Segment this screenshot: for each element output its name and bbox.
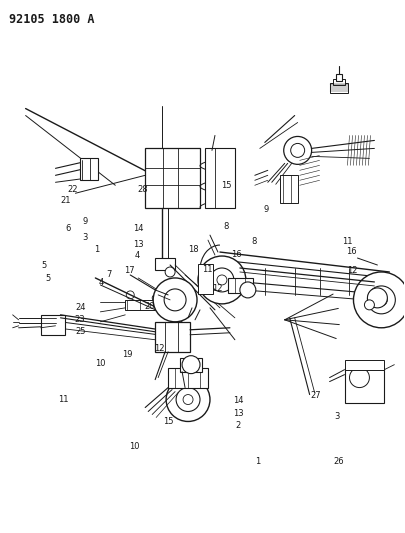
- Circle shape: [375, 294, 387, 306]
- Circle shape: [284, 136, 311, 164]
- Text: 20: 20: [144, 302, 154, 311]
- Text: 11: 11: [342, 237, 352, 246]
- Text: 5: 5: [42, 261, 47, 270]
- Text: 10: 10: [96, 359, 106, 368]
- Bar: [345, 360, 384, 370]
- Text: 92105 1800 A: 92105 1800 A: [9, 13, 94, 26]
- Circle shape: [165, 267, 175, 277]
- Text: 28: 28: [137, 185, 148, 194]
- Text: 6: 6: [66, 224, 71, 233]
- Bar: [180, 358, 202, 372]
- Circle shape: [367, 286, 395, 314]
- Text: 16: 16: [232, 251, 242, 260]
- Text: 3: 3: [334, 412, 339, 421]
- Text: 7: 7: [106, 270, 111, 279]
- Text: 9: 9: [82, 217, 87, 226]
- Text: 26: 26: [334, 457, 344, 466]
- Text: 15: 15: [221, 181, 231, 190]
- Text: 23: 23: [75, 315, 85, 324]
- Text: 8: 8: [252, 237, 257, 246]
- Circle shape: [350, 368, 369, 387]
- Bar: [333, 79, 345, 85]
- Bar: [345, 368, 384, 402]
- Text: 1: 1: [94, 245, 99, 254]
- Text: 1: 1: [255, 457, 260, 466]
- Text: 24: 24: [75, 303, 86, 312]
- Bar: [280, 175, 298, 203]
- Text: 4: 4: [134, 252, 140, 261]
- Text: 4: 4: [98, 278, 103, 287]
- Circle shape: [367, 288, 387, 308]
- Text: 14: 14: [134, 224, 144, 233]
- Bar: [205, 148, 235, 208]
- Text: 12: 12: [213, 284, 223, 293]
- Bar: [168, 368, 208, 387]
- Circle shape: [153, 278, 197, 322]
- Text: 17: 17: [124, 266, 134, 275]
- Text: 14: 14: [234, 396, 244, 405]
- Circle shape: [210, 268, 234, 292]
- Text: 27: 27: [310, 391, 321, 400]
- Text: 10: 10: [129, 441, 139, 450]
- Text: 5: 5: [46, 273, 51, 282]
- Text: 11: 11: [58, 395, 68, 404]
- Bar: [125, 300, 160, 310]
- Bar: [228, 278, 253, 293]
- Text: 3: 3: [82, 233, 87, 242]
- Bar: [155, 258, 175, 270]
- Circle shape: [354, 272, 405, 328]
- Circle shape: [217, 275, 227, 285]
- Circle shape: [240, 282, 256, 298]
- Text: 18: 18: [188, 245, 199, 254]
- Text: 12: 12: [154, 344, 164, 353]
- Text: 11: 11: [202, 265, 213, 273]
- Text: 9: 9: [264, 205, 269, 214]
- Bar: [40, 315, 66, 335]
- Circle shape: [198, 256, 246, 304]
- Circle shape: [176, 387, 200, 411]
- Text: 13: 13: [133, 240, 144, 249]
- Circle shape: [126, 291, 134, 299]
- Circle shape: [183, 394, 193, 405]
- Circle shape: [182, 356, 200, 374]
- Circle shape: [152, 295, 158, 301]
- Text: 21: 21: [61, 196, 71, 205]
- Text: 15: 15: [163, 417, 173, 426]
- Text: 2: 2: [235, 422, 241, 430]
- Bar: [81, 158, 98, 180]
- Text: 8: 8: [223, 222, 228, 231]
- Bar: [198, 264, 213, 294]
- Text: 12: 12: [347, 266, 358, 275]
- Circle shape: [364, 300, 374, 310]
- Text: 22: 22: [67, 185, 78, 194]
- Bar: [155, 322, 190, 352]
- Bar: [330, 83, 347, 93]
- Bar: [335, 74, 341, 80]
- Circle shape: [291, 143, 305, 157]
- Circle shape: [164, 289, 186, 311]
- Bar: [145, 148, 200, 208]
- Text: 25: 25: [75, 327, 86, 336]
- Circle shape: [166, 377, 210, 422]
- Text: 16: 16: [346, 247, 356, 256]
- Text: 13: 13: [234, 409, 244, 417]
- Text: 19: 19: [122, 350, 132, 359]
